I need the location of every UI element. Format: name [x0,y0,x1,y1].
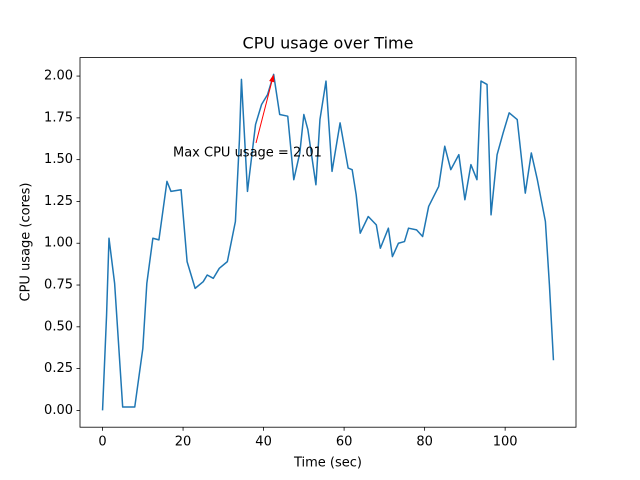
y-tick-label: 0.75 [44,278,73,293]
y-tick-label: 1.25 [44,194,73,209]
y-tick-label: 1.00 [44,236,73,251]
data-line [101,73,555,411]
y-tick-label: 0.00 [44,403,73,418]
y-tick-label: 1.50 [44,152,73,167]
y-tick-label: 2.00 [44,69,73,84]
x-tick-label: 0 [98,435,106,450]
plot-frame [79,57,577,428]
y-tick-label: 0.50 [44,319,73,334]
x-axis-label: Time (sec) [293,456,362,471]
x-tick-label: 80 [416,435,433,450]
x-tick-label: 20 [175,435,192,450]
annotation-arrowhead [269,74,275,83]
annotation-arrow [255,76,274,144]
chart-title: CPU usage over Time [243,34,414,53]
x-tick-label: 40 [255,435,272,450]
y-axis-label: CPU usage (cores) [19,183,34,302]
y-tick-label: 1.75 [44,110,73,125]
annotation-text: Max CPU usage = 2.01 [173,146,322,161]
x-tick-label: 100 [493,435,518,450]
y-tick-label: 0.25 [44,361,73,376]
x-tick-label: 60 [336,435,353,450]
